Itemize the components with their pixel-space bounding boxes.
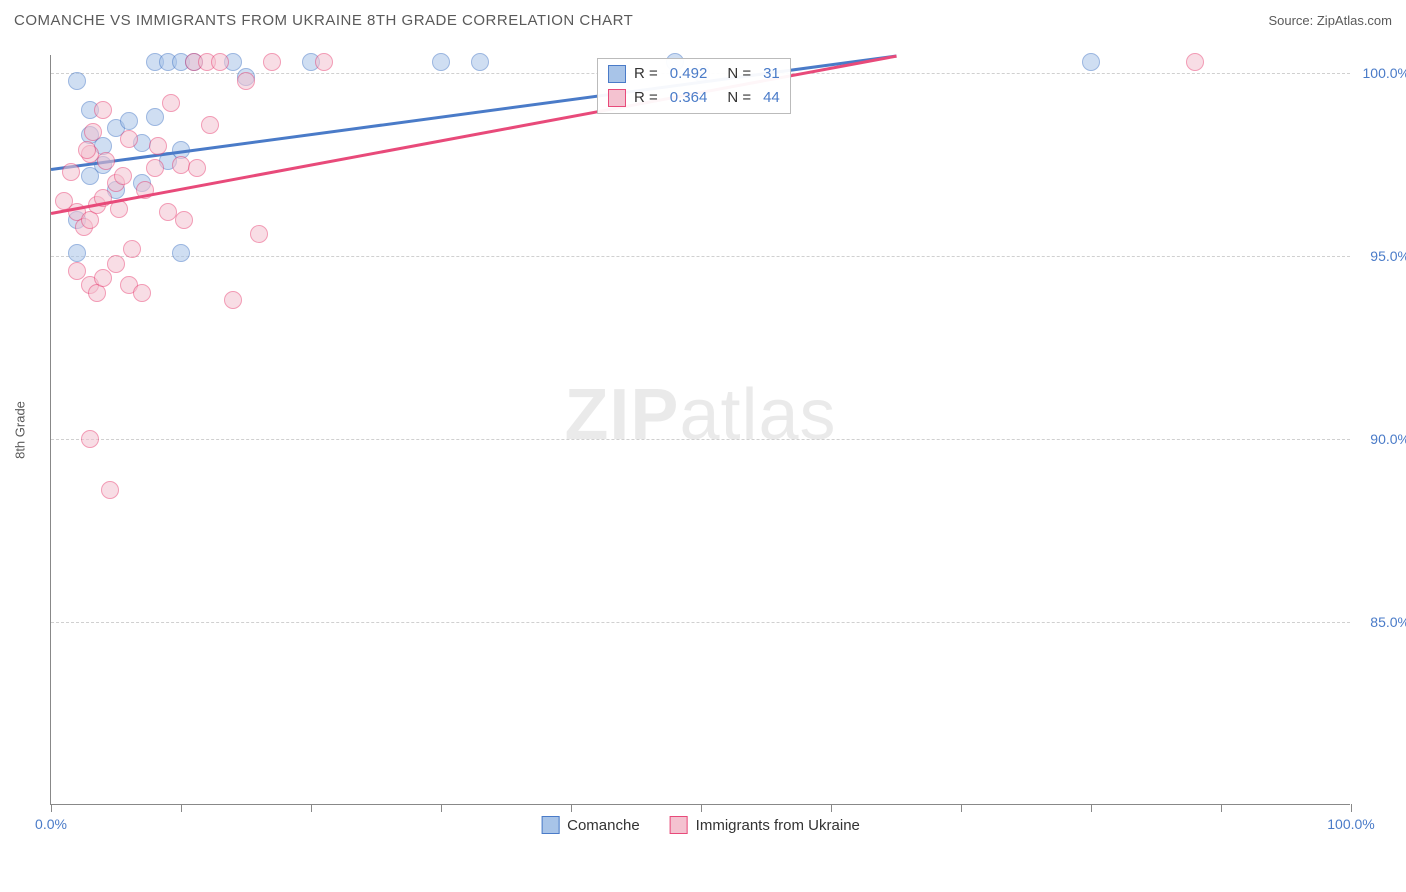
legend-row: R = 0.364 N = 44 (608, 86, 780, 110)
data-point (114, 167, 132, 185)
gridline (51, 439, 1350, 440)
data-point (120, 112, 138, 130)
legend-swatch (608, 89, 626, 107)
data-point (315, 53, 333, 71)
x-tick (831, 804, 832, 812)
x-tick (311, 804, 312, 812)
gridline (51, 256, 1350, 257)
n-label: N = (727, 86, 751, 110)
x-tick (181, 804, 182, 812)
legend-swatch (608, 65, 626, 83)
data-point (237, 72, 255, 90)
data-point (133, 284, 151, 302)
data-point (94, 269, 112, 287)
n-value: 31 (763, 62, 780, 86)
n-value: 44 (763, 86, 780, 110)
gridline (51, 622, 1350, 623)
legend-item: Comanche (541, 816, 640, 834)
series-name: Comanche (567, 817, 640, 834)
data-point (120, 130, 138, 148)
data-point (94, 101, 112, 119)
x-tick-label: 0.0% (35, 816, 67, 832)
series-legend: Comanche Immigrants from Ukraine (541, 816, 860, 834)
data-point (211, 53, 229, 71)
data-point (146, 159, 164, 177)
data-point (84, 123, 102, 141)
x-tick (1091, 804, 1092, 812)
data-point (1186, 53, 1204, 71)
y-tick-label: 85.0% (1370, 614, 1406, 630)
data-point (149, 137, 167, 155)
legend-item: Immigrants from Ukraine (670, 816, 860, 834)
watermark: ZIPatlas (564, 374, 836, 456)
watermark-rest: atlas (679, 375, 836, 455)
data-point (81, 430, 99, 448)
data-point (263, 53, 281, 71)
data-point (97, 152, 115, 170)
data-point (107, 255, 125, 273)
data-point (68, 72, 86, 90)
data-point (175, 211, 193, 229)
n-label: N = (727, 62, 751, 86)
plot-area: ZIPatlas 85.0%90.0%95.0%100.0%0.0%100.0%… (50, 55, 1350, 805)
x-tick (441, 804, 442, 812)
x-tick (701, 804, 702, 812)
y-axis-label: 8th Grade (13, 401, 28, 459)
data-point (101, 481, 119, 499)
chart-title: COMANCHE VS IMMIGRANTS FROM UKRAINE 8TH … (14, 12, 633, 29)
chart-header: COMANCHE VS IMMIGRANTS FROM UKRAINE 8TH … (0, 0, 1406, 37)
data-point (188, 159, 206, 177)
source-name: ZipAtlas.com (1317, 13, 1392, 28)
r-label: R = (634, 62, 658, 86)
data-point (68, 244, 86, 262)
r-label: R = (634, 86, 658, 110)
data-point (146, 108, 164, 126)
data-point (1082, 53, 1100, 71)
x-tick (1351, 804, 1352, 812)
data-point (68, 262, 86, 280)
data-point (162, 94, 180, 112)
data-point (250, 225, 268, 243)
x-tick (51, 804, 52, 812)
legend-swatch (541, 816, 559, 834)
source-attribution: Source: ZipAtlas.com (1268, 13, 1392, 28)
source-prefix: Source: (1268, 13, 1316, 28)
data-point (224, 291, 242, 309)
stats-legend: R = 0.492 N = 31 R = 0.364 N = 44 (597, 58, 791, 114)
data-point (123, 240, 141, 258)
data-point (432, 53, 450, 71)
legend-swatch (670, 816, 688, 834)
y-tick-label: 95.0% (1370, 248, 1406, 264)
watermark-bold: ZIP (564, 375, 679, 455)
data-point (201, 116, 219, 134)
data-point (471, 53, 489, 71)
y-tick-label: 100.0% (1363, 65, 1406, 81)
r-value: 0.492 (670, 62, 708, 86)
x-tick (571, 804, 572, 812)
data-point (172, 244, 190, 262)
series-name: Immigrants from Ukraine (696, 817, 860, 834)
x-tick (1221, 804, 1222, 812)
x-tick-label: 100.0% (1327, 816, 1374, 832)
data-point (62, 163, 80, 181)
legend-row: R = 0.492 N = 31 (608, 62, 780, 86)
y-tick-label: 90.0% (1370, 431, 1406, 447)
chart-area: 8th Grade ZIPatlas 85.0%90.0%95.0%100.0%… (50, 55, 1350, 805)
x-tick (961, 804, 962, 812)
data-point (78, 141, 96, 159)
r-value: 0.364 (670, 86, 708, 110)
